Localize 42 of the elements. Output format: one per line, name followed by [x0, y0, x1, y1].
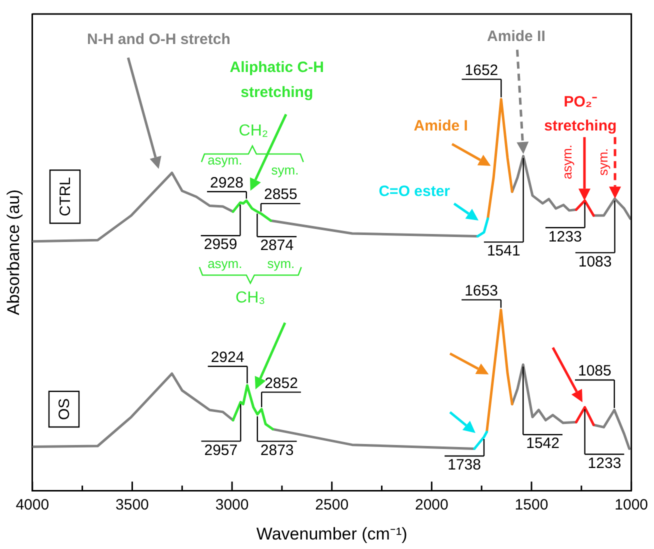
annotation: 2957 — [204, 442, 238, 459]
y-axis-title: Absorbance (au) — [4, 189, 23, 316]
annotation: 2873 — [260, 442, 294, 459]
x-tick-label: 1500 — [514, 496, 548, 514]
x-axis-title: Wavenumber (cm⁻¹) — [256, 524, 408, 544]
annotation: 1541 — [486, 242, 520, 260]
annotation: PO₂⁻ stretching — [544, 94, 617, 135]
annotation: 2855 — [264, 186, 298, 204]
annotation: CH₂ — [238, 122, 268, 140]
x-tick-label: 4000 — [16, 496, 50, 514]
annotation: 2852 — [264, 374, 298, 392]
x-tick-label: 2500 — [315, 496, 349, 514]
annotation: 1233 — [548, 228, 582, 246]
annotation: CH₃ — [236, 289, 266, 306]
annotation: asym. — [208, 152, 242, 168]
annotation: 1083 — [578, 253, 612, 270]
annotation: Aliphatic C-H stretching — [230, 58, 324, 101]
annotation: 1652 — [464, 62, 498, 79]
x-tick-label: 3500 — [116, 496, 149, 514]
annotation: 1653 — [464, 282, 498, 300]
annotation: asym. — [560, 144, 575, 180]
x-tick-label: 3000 — [215, 496, 249, 514]
annotation: 1085 — [578, 362, 612, 380]
annotation: 1542 — [526, 435, 560, 452]
annotation: sym. — [271, 162, 299, 178]
annotation: sym. — [267, 256, 295, 271]
annotation: C=O ester — [378, 182, 450, 200]
annotation: 2959 — [204, 236, 238, 254]
text: CTRL — [57, 177, 74, 216]
text: OS — [56, 398, 74, 420]
x-tick-label: 2000 — [414, 496, 448, 514]
annotation: 1233 — [588, 454, 622, 472]
annotation: 2874 — [260, 237, 294, 254]
annotation: 2928 — [210, 174, 244, 192]
annotation: 2924 — [210, 348, 244, 366]
text: Amide II — [487, 28, 546, 45]
annotation: 1738 — [448, 456, 481, 474]
annotation: asym. — [208, 256, 242, 271]
text: N-H and O-H stretch — [87, 30, 230, 48]
x-tick-label: 1000 — [614, 496, 648, 514]
annotation: Amide I — [414, 117, 468, 134]
annotation: sym. — [595, 148, 610, 176]
